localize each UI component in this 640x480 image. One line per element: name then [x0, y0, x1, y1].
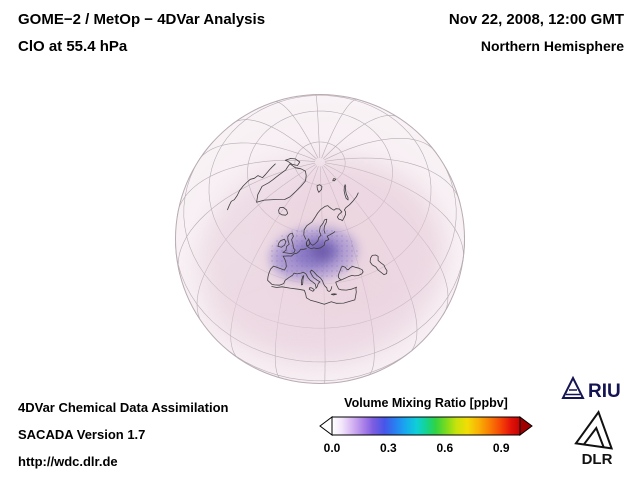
colorbar-tick-label: 0.9: [493, 441, 510, 455]
footer-credits: 4DVar Chemical Data Assimilation SACADA …: [18, 401, 229, 480]
globe-map: [175, 94, 465, 384]
riu-logo-text: RIU: [588, 381, 621, 402]
dlr-logo-graphic: DLR: [574, 410, 614, 468]
datetime-label: Nov 22, 2008, 12:00 GMT: [448, 11, 624, 28]
colorbar-tick-label: 0.3: [380, 441, 397, 455]
colorbar-tick-label: 0.6: [436, 441, 453, 455]
dlr-emblem-icon: [574, 410, 614, 450]
dlr-logo-text: DLR: [582, 451, 613, 468]
credit-line-version: SACADA Version 1.7: [18, 427, 146, 442]
globe-rendering: [175, 94, 465, 384]
riu-logo: RIU: [558, 374, 630, 407]
riu-logo-graphic: RIU: [561, 375, 621, 402]
product-title: GOME−2 / MetOp − 4DVar Analysis: [18, 11, 266, 28]
hemisphere-label: Northern Hemisphere: [480, 38, 624, 54]
header-right: Nov 22, 2008, 12:00 GMT Northern Hemisph…: [449, 12, 624, 53]
colorbar: Volume Mixing Ratio [ppbv] 0.0 0.3 0.6 0.9: [318, 396, 534, 462]
colorbar-title: Volume Mixing Ratio [ppbv]: [344, 396, 508, 410]
dlr-logo: DLR: [570, 404, 624, 473]
credit-line-url: http://wdc.dlr.de: [18, 454, 118, 469]
header-left: GOME−2 / MetOp − 4DVar Analysis ClO at 5…: [18, 12, 265, 54]
product-subtitle: ClO at 55.4 hPa: [18, 38, 128, 55]
riu-triangle-icon: [561, 375, 585, 399]
colorbar-scale: 0.0 0.3 0.6 0.9: [319, 416, 533, 455]
credit-line-assimilation: 4DVar Chemical Data Assimilation: [18, 400, 229, 415]
colorbar-tick-label: 0.0: [324, 441, 341, 455]
